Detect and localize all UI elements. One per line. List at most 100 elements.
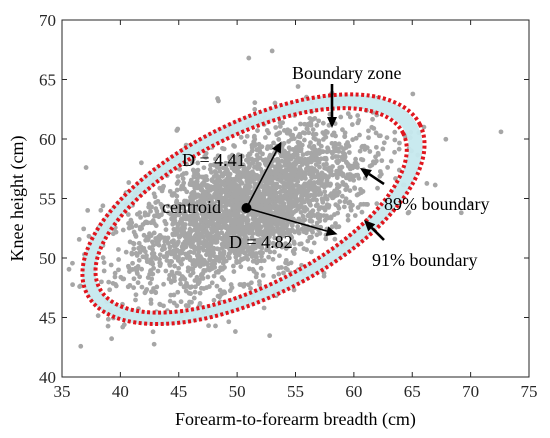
data-point bbox=[183, 216, 189, 222]
data-point bbox=[231, 269, 237, 274]
data-point bbox=[309, 186, 314, 192]
data-point bbox=[263, 135, 268, 140]
data-point bbox=[201, 190, 207, 196]
boundary-zone-label: Boundary zone bbox=[292, 63, 401, 83]
data-point bbox=[222, 171, 228, 176]
data-point bbox=[195, 252, 201, 258]
data-point bbox=[381, 140, 387, 146]
data-point bbox=[314, 197, 319, 203]
data-point bbox=[131, 241, 137, 247]
data-point bbox=[171, 191, 177, 197]
data-point bbox=[332, 188, 338, 194]
data-point bbox=[217, 294, 222, 300]
data-point bbox=[203, 154, 209, 160]
data-point bbox=[238, 264, 244, 270]
data-point bbox=[260, 151, 265, 157]
data-point bbox=[239, 242, 244, 248]
boundary-91-ellipse bbox=[80, 92, 427, 327]
data-point bbox=[212, 215, 217, 221]
data-point bbox=[216, 269, 221, 275]
data-point bbox=[78, 343, 84, 349]
data-point bbox=[189, 284, 195, 290]
data-point bbox=[247, 251, 253, 257]
data-point bbox=[251, 157, 257, 163]
data-point bbox=[277, 178, 283, 183]
data-point bbox=[329, 224, 335, 230]
data-point bbox=[255, 176, 261, 182]
data-point bbox=[333, 172, 339, 177]
data-point bbox=[174, 270, 180, 276]
data-point bbox=[211, 201, 217, 207]
data-point bbox=[313, 185, 319, 191]
data-point bbox=[180, 224, 186, 230]
data-point bbox=[216, 246, 222, 252]
data-point bbox=[302, 172, 308, 178]
outlier-point bbox=[216, 98, 221, 104]
data-point bbox=[279, 197, 285, 203]
y-tick-label: 45 bbox=[39, 309, 56, 328]
data-point bbox=[354, 192, 360, 198]
data-point bbox=[214, 283, 220, 289]
data-point bbox=[127, 269, 132, 274]
data-point bbox=[190, 196, 196, 202]
data-point bbox=[254, 254, 259, 260]
data-point bbox=[357, 148, 363, 154]
data-point bbox=[33, 275, 38, 280]
data-point bbox=[244, 216, 249, 221]
data-point bbox=[170, 231, 176, 237]
data-point bbox=[207, 256, 213, 262]
data-point bbox=[340, 179, 346, 185]
data-point bbox=[410, 91, 416, 97]
data-point bbox=[178, 281, 183, 287]
data-point bbox=[129, 250, 135, 256]
data-point bbox=[281, 154, 287, 160]
data-point bbox=[252, 100, 258, 106]
data-point bbox=[276, 162, 282, 168]
data-point bbox=[149, 251, 155, 257]
data-point bbox=[345, 217, 351, 223]
data-point bbox=[357, 132, 362, 138]
data-point bbox=[299, 262, 304, 268]
data-point bbox=[267, 170, 273, 176]
data-point bbox=[366, 128, 371, 134]
data-point bbox=[164, 258, 170, 263]
data-point bbox=[282, 168, 287, 174]
data-point bbox=[109, 336, 115, 342]
data-point bbox=[360, 143, 365, 149]
y-tick-label: 55 bbox=[39, 190, 56, 209]
data-point bbox=[192, 185, 198, 191]
data-point bbox=[280, 243, 285, 249]
data-point bbox=[337, 199, 343, 204]
data-point bbox=[195, 192, 201, 198]
data-point bbox=[245, 243, 250, 249]
data-point bbox=[261, 218, 267, 224]
data-point bbox=[191, 173, 197, 179]
data-point bbox=[227, 202, 233, 208]
data-point bbox=[191, 295, 197, 301]
data-point bbox=[167, 262, 173, 268]
x-tick-label: 65 bbox=[404, 382, 421, 401]
data-point bbox=[276, 137, 282, 142]
data-point bbox=[76, 236, 82, 242]
data-point bbox=[241, 281, 247, 287]
boundary-89-label: 89% boundary bbox=[384, 194, 489, 214]
data-point bbox=[148, 297, 154, 303]
data-point bbox=[308, 140, 313, 146]
data-point bbox=[289, 223, 295, 228]
data-point bbox=[374, 201, 380, 207]
data-point bbox=[188, 291, 193, 297]
data-point bbox=[206, 193, 212, 199]
data-point bbox=[235, 195, 241, 201]
data-point bbox=[253, 212, 259, 218]
data-point bbox=[118, 274, 124, 280]
data-point bbox=[195, 277, 201, 283]
data-point bbox=[237, 173, 243, 179]
data-point bbox=[195, 160, 201, 166]
data-point bbox=[225, 253, 231, 259]
data-point bbox=[306, 200, 312, 205]
data-point bbox=[227, 175, 233, 181]
data-point bbox=[314, 232, 320, 238]
data-point bbox=[261, 305, 267, 311]
data-point bbox=[264, 223, 270, 229]
data-point bbox=[106, 279, 112, 285]
